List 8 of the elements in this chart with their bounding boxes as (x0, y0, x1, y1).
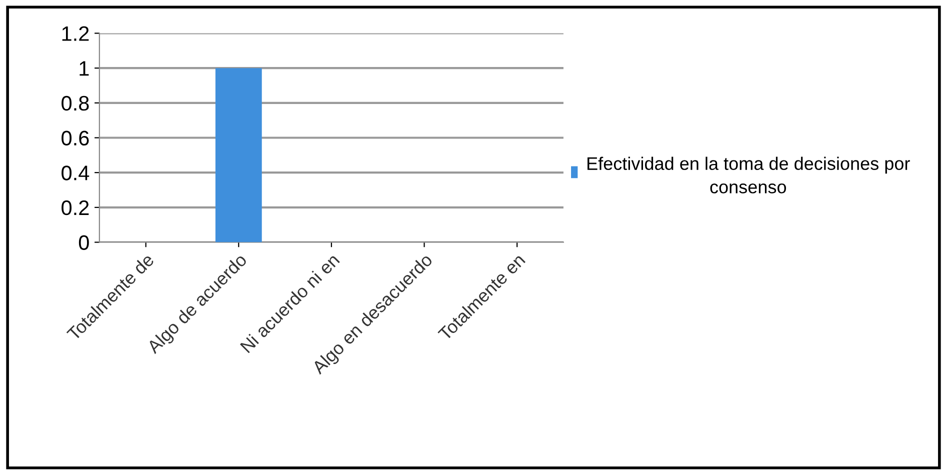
y-tick-label: 1 (80, 61, 89, 76)
legend-label: Efectividad en la toma de decisiones por consenso (588, 156, 910, 194)
y-tick-label: 1.2 (62, 26, 89, 41)
y-tick-label: 0.6 (62, 130, 89, 146)
y-tick-label: 0.2 (62, 200, 89, 216)
y-tick-label: 0 (78, 235, 89, 250)
y-tick-label: 0.8 (62, 96, 89, 111)
y-tick-label: 0.4 (62, 166, 90, 180)
